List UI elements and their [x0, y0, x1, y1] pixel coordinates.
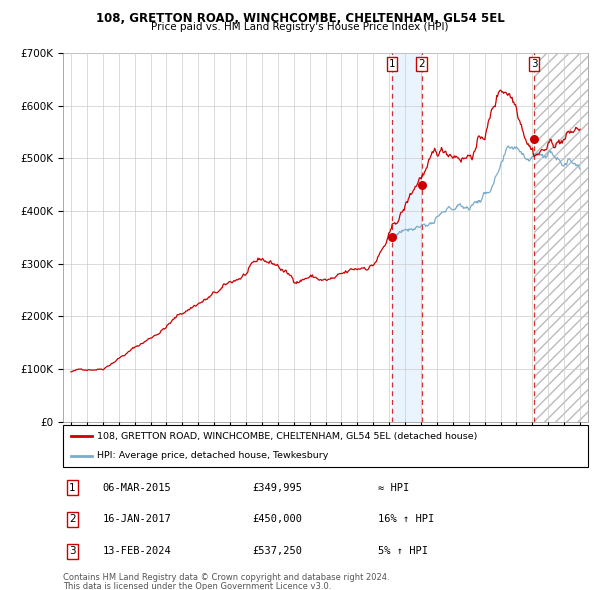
- Text: 16-JAN-2017: 16-JAN-2017: [103, 514, 171, 525]
- Text: 108, GRETTON ROAD, WINCHCOMBE, CHELTENHAM, GL54 5EL (detached house): 108, GRETTON ROAD, WINCHCOMBE, CHELTENHA…: [97, 432, 478, 441]
- Text: 1: 1: [389, 58, 395, 68]
- Text: 13-FEB-2024: 13-FEB-2024: [103, 546, 171, 556]
- Text: 2: 2: [418, 58, 425, 68]
- Text: ≈ HPI: ≈ HPI: [378, 483, 409, 493]
- Bar: [392, 53, 422, 422]
- Text: Price paid vs. HM Land Registry's House Price Index (HPI): Price paid vs. HM Land Registry's House …: [151, 22, 449, 32]
- Text: 1: 1: [69, 483, 76, 493]
- Text: 108, GRETTON ROAD, WINCHCOMBE, CHELTENHAM, GL54 5EL: 108, GRETTON ROAD, WINCHCOMBE, CHELTENHA…: [95, 12, 505, 25]
- Text: £450,000: £450,000: [252, 514, 302, 525]
- Text: 3: 3: [531, 58, 538, 68]
- Text: £537,250: £537,250: [252, 546, 302, 556]
- Text: Contains HM Land Registry data © Crown copyright and database right 2024.: Contains HM Land Registry data © Crown c…: [63, 573, 389, 582]
- Text: HPI: Average price, detached house, Tewkesbury: HPI: Average price, detached house, Tewk…: [97, 451, 329, 460]
- Text: 2: 2: [69, 514, 76, 525]
- Text: 06-MAR-2015: 06-MAR-2015: [103, 483, 171, 493]
- Text: 5% ↑ HPI: 5% ↑ HPI: [378, 546, 428, 556]
- Text: This data is licensed under the Open Government Licence v3.0.: This data is licensed under the Open Gov…: [63, 582, 331, 590]
- Text: £349,995: £349,995: [252, 483, 302, 493]
- Bar: [534, 53, 588, 422]
- Text: 3: 3: [69, 546, 76, 556]
- Text: 16% ↑ HPI: 16% ↑ HPI: [378, 514, 434, 525]
- FancyBboxPatch shape: [63, 425, 588, 467]
